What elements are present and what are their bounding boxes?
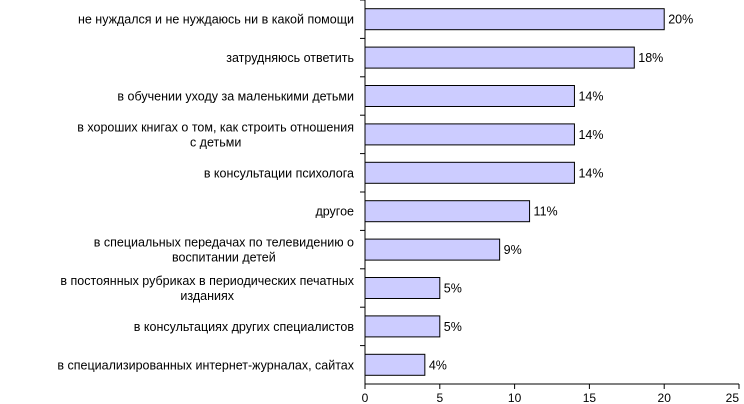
bar-1 [364, 46, 635, 69]
x-tick-label-5: 25 [726, 391, 740, 404]
category-label-5: другое [315, 205, 354, 219]
bars-group: 20% 18% 14% 14% 14% 11% 9% 5% 5% 4% [364, 8, 693, 376]
category-label-6: в специальных передачах по телевидению о… [94, 236, 354, 265]
category-label-0: не нуждался и не нуждаюсь ни в какой пом… [78, 13, 354, 27]
category-label-7: в постоянных рубриках в периодических пе… [60, 274, 354, 303]
value-label-7: 5% [444, 282, 462, 296]
category-label-1: затрудняюсь ответить [226, 51, 354, 65]
bar-2 [364, 85, 575, 107]
bar-9 [364, 353, 426, 376]
value-label-2: 14% [578, 90, 603, 104]
category-label-3: в хороших книгах о том, как строить отно… [77, 120, 354, 149]
category-label-4: в консультации психолога [204, 166, 354, 180]
bar-5 [364, 200, 531, 223]
value-label-9: 4% [429, 358, 447, 372]
bar-8 [364, 315, 441, 338]
category-label-8: в консультациях других специалистов [134, 320, 355, 334]
value-label-5: 11% [534, 205, 558, 219]
category-label-9: в специализированных интернет-журналах, … [57, 358, 354, 372]
x-tick-label-2: 10 [508, 391, 522, 404]
x-tick-label-0: 0 [362, 391, 369, 404]
category-label-2: в обучении уходу за маленькими детьми [117, 90, 354, 104]
x-tick-label-1: 5 [436, 391, 443, 404]
bar-0 [364, 8, 665, 31]
value-label-8: 5% [444, 320, 462, 334]
x-tick-label-4: 20 [658, 391, 672, 404]
axes-group: не нуждался и не нуждаюсь ни в какой пом… [57, 0, 740, 404]
bar-4 [364, 161, 575, 184]
value-label-6: 9% [504, 243, 522, 257]
bar-7 [364, 277, 441, 299]
value-label-1: 18% [638, 51, 663, 65]
value-label-4: 14% [578, 166, 603, 180]
bar-3 [364, 123, 575, 146]
value-label-3: 14% [578, 128, 603, 142]
value-label-0: 20% [668, 13, 693, 27]
x-tick-label-3: 15 [583, 391, 597, 404]
bar-6 [364, 238, 501, 261]
